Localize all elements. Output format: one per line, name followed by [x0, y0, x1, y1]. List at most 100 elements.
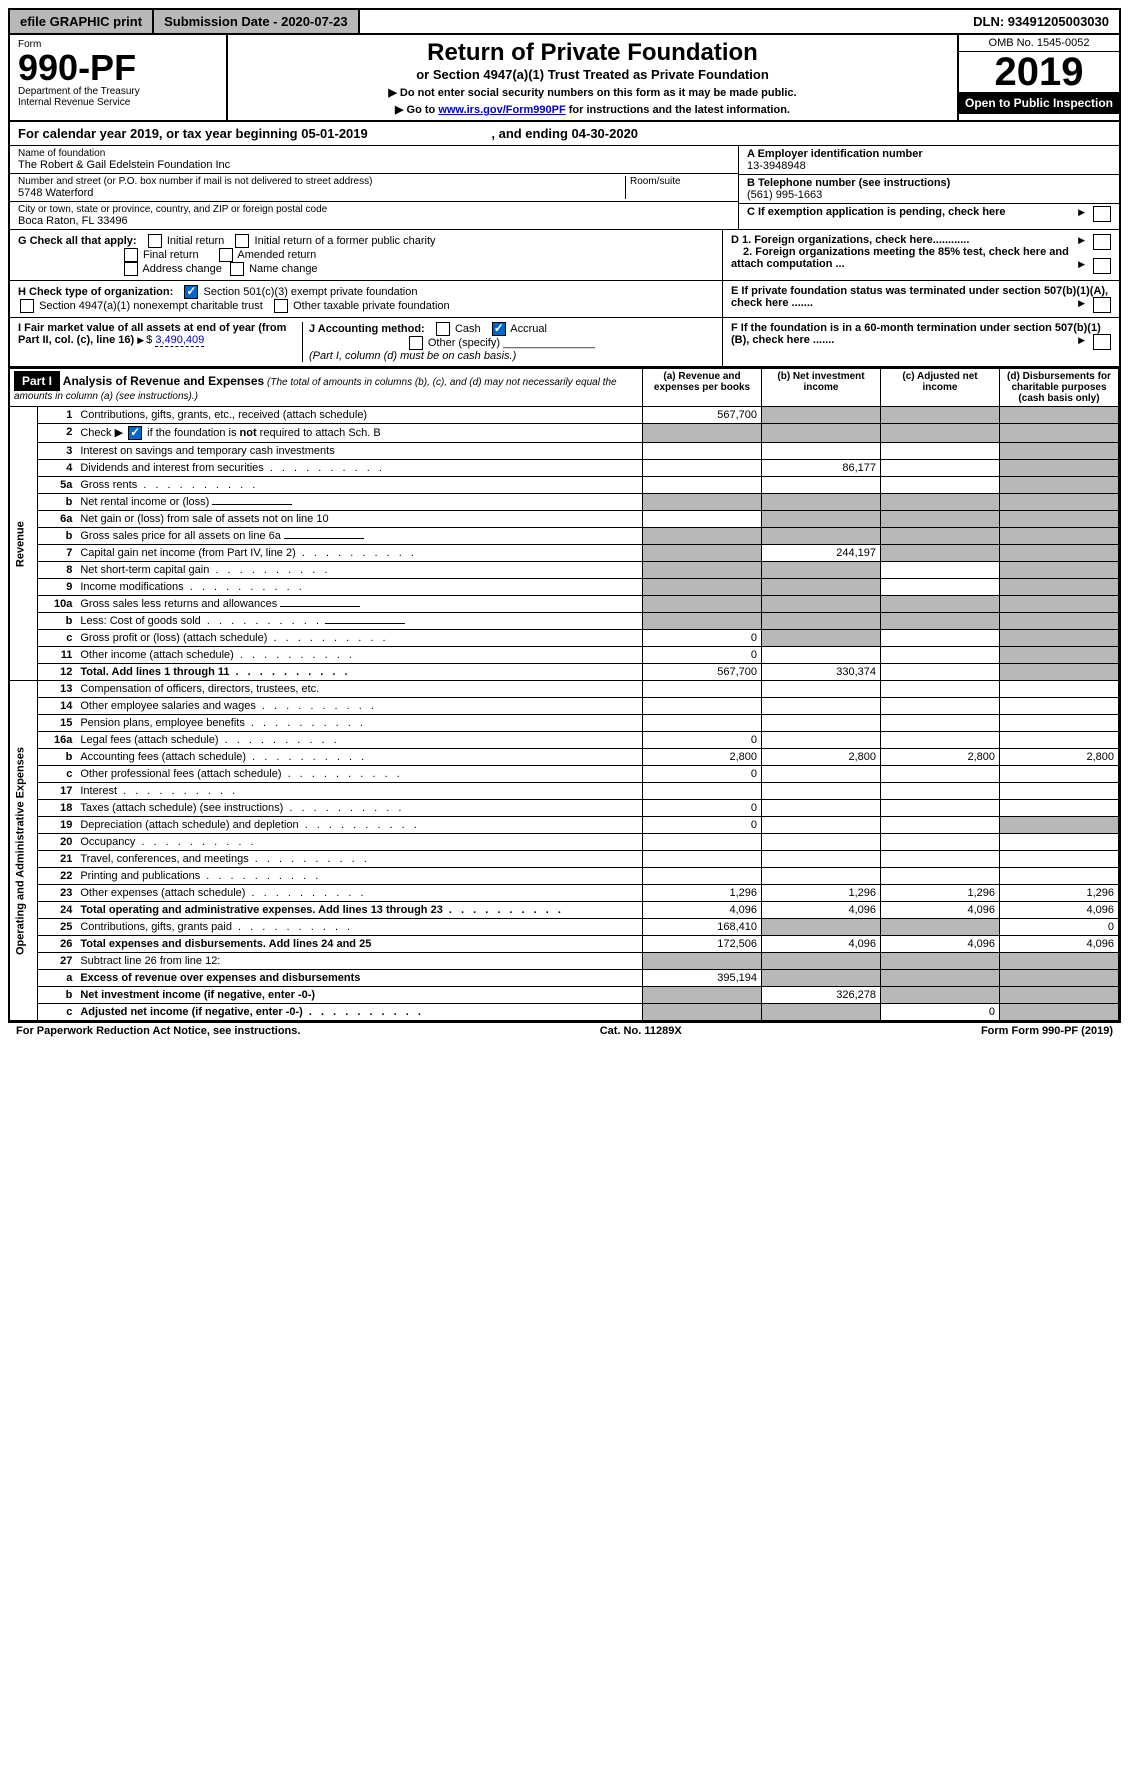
value-cell-b [762, 596, 881, 613]
value-cell-c [881, 613, 1000, 630]
table-row: 25Contributions, gifts, grants paid168,4… [10, 919, 1119, 936]
line-desc: Interest [76, 783, 642, 800]
irs-label: Internal Revenue Service [18, 97, 218, 108]
value-cell-c [881, 800, 1000, 817]
value-cell-b: 244,197 [762, 545, 881, 562]
address-change-label: Address change [142, 263, 222, 275]
j-note: (Part I, column (d) must be on cash basi… [309, 350, 516, 362]
h-4947-checkbox[interactable] [20, 299, 34, 313]
address-cell: Number and street (or P.O. box number if… [10, 174, 738, 202]
i-value: 3,490,409 [155, 334, 204, 347]
table-row: 8Net short-term capital gain [10, 562, 1119, 579]
value-cell-c [881, 630, 1000, 647]
name-change-label: Name change [249, 263, 318, 275]
value-cell-d [1000, 579, 1119, 596]
value-cell-a: 172,506 [643, 936, 762, 953]
table-row: aExcess of revenue over expenses and dis… [10, 970, 1119, 987]
efile-print-button[interactable]: efile GRAPHIC print [10, 10, 154, 33]
value-cell-a [643, 868, 762, 885]
form-footer: Form Form 990-PF (2019) [981, 1025, 1113, 1037]
final-return-checkbox[interactable] [124, 248, 138, 262]
schb-checkbox[interactable] [128, 426, 142, 440]
j-accrual-checkbox[interactable] [492, 322, 506, 336]
value-cell-a [643, 562, 762, 579]
table-row: 15Pension plans, employee benefits [10, 715, 1119, 732]
revenue-side-label: Revenue [10, 407, 38, 681]
line-number: 12 [38, 664, 77, 681]
j-other-checkbox[interactable] [409, 336, 423, 350]
table-row: 6aNet gain or (loss) from sale of assets… [10, 511, 1119, 528]
d1-label: D 1. Foreign organizations, check here..… [731, 234, 969, 246]
line-number: 22 [38, 868, 77, 885]
open-public-badge: Open to Public Inspection [959, 92, 1119, 114]
value-cell-a [643, 698, 762, 715]
form990pf-link[interactable]: www.irs.gov/Form990PF [438, 104, 565, 116]
value-cell-b [762, 698, 881, 715]
line-number: 11 [38, 647, 77, 664]
value-cell-b [762, 630, 881, 647]
value-cell-b [762, 1004, 881, 1021]
value-cell-a [643, 511, 762, 528]
line-desc: Contributions, gifts, grants paid [76, 919, 642, 936]
d1-checkbox[interactable] [1093, 234, 1111, 250]
value-cell-d [1000, 460, 1119, 477]
checks-section-3: I Fair market value of all assets at end… [10, 318, 1119, 368]
value-cell-a: 567,700 [643, 664, 762, 681]
checks-section-2: H Check type of organization: Section 50… [10, 281, 1119, 318]
initial-return-checkbox[interactable] [148, 234, 162, 248]
expenses-side-label: Operating and Administrative Expenses [10, 681, 38, 1021]
line-number: 14 [38, 698, 77, 715]
h-other-checkbox[interactable] [274, 299, 288, 313]
calendar-year-row: For calendar year 2019, or tax year begi… [10, 122, 1119, 146]
table-row: 27Subtract line 26 from line 12: [10, 953, 1119, 970]
line-number: 18 [38, 800, 77, 817]
ein-value: 13-3948948 [747, 160, 1111, 172]
d2-checkbox[interactable] [1093, 258, 1111, 274]
h-other-label: Other taxable private foundation [293, 300, 450, 312]
address-change-checkbox[interactable] [124, 262, 138, 276]
j-cash-checkbox[interactable] [436, 322, 450, 336]
line-number: 9 [38, 579, 77, 596]
e-checkbox[interactable] [1093, 297, 1111, 313]
value-cell-d [1000, 851, 1119, 868]
value-cell-b [762, 715, 881, 732]
value-cell-d [1000, 562, 1119, 579]
value-cell-c [881, 647, 1000, 664]
phone-cell: B Telephone number (see instructions) (5… [739, 175, 1119, 204]
c-checkbox[interactable] [1093, 206, 1111, 222]
line-number: 5a [38, 477, 77, 494]
col-a-header: (a) Revenue and expenses per books [643, 369, 762, 407]
line-desc: Gross profit or (loss) (attach schedule) [76, 630, 642, 647]
line-desc: Depreciation (attach schedule) and deple… [76, 817, 642, 834]
g-label: G Check all that apply: [18, 235, 137, 247]
amended-checkbox[interactable] [219, 248, 233, 262]
value-cell-d: 0 [1000, 919, 1119, 936]
value-cell-a: 2,800 [643, 749, 762, 766]
value-cell-c [881, 545, 1000, 562]
value-cell-b [762, 732, 881, 749]
e-label: E If private foundation status was termi… [731, 285, 1108, 309]
foundation-name: The Robert & Gail Edelstein Foundation I… [18, 159, 730, 171]
name-change-checkbox[interactable] [230, 262, 244, 276]
value-cell-c [881, 562, 1000, 579]
initial-former-checkbox[interactable] [235, 234, 249, 248]
top-bar: efile GRAPHIC print Submission Date - 20… [8, 8, 1121, 35]
value-cell-b [762, 766, 881, 783]
f-checkbox[interactable] [1093, 334, 1111, 350]
h-501c3-checkbox[interactable] [184, 285, 198, 299]
submission-date: Submission Date - 2020-07-23 [154, 10, 360, 33]
line-desc: Total operating and administrative expen… [76, 902, 642, 919]
value-cell-c [881, 698, 1000, 715]
value-cell-c [881, 834, 1000, 851]
value-cell-d [1000, 477, 1119, 494]
table-row: 10aGross sales less returns and allowanc… [10, 596, 1119, 613]
value-cell-c [881, 579, 1000, 596]
value-cell-a [643, 783, 762, 800]
line-desc: Total. Add lines 1 through 11 [76, 664, 642, 681]
line-desc: Net short-term capital gain [76, 562, 642, 579]
cal-middle: , and ending [491, 126, 571, 141]
value-cell-d [1000, 494, 1119, 511]
line-number: 16a [38, 732, 77, 749]
table-row: 26Total expenses and disbursements. Add … [10, 936, 1119, 953]
value-cell-b [762, 511, 881, 528]
